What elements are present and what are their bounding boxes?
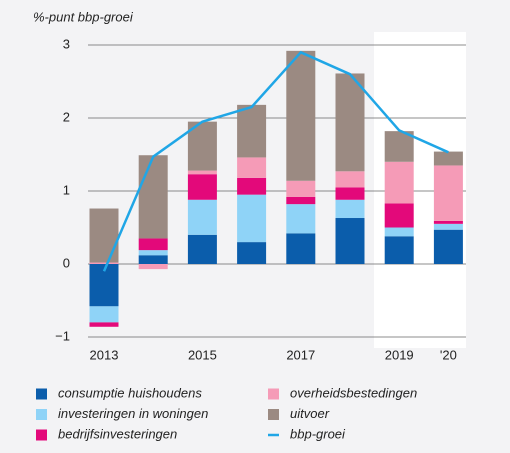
bar-segment <box>187 234 217 264</box>
bar-segment <box>286 204 316 234</box>
bar-segment <box>138 255 168 264</box>
bar-segment <box>89 322 119 327</box>
bar-segment <box>384 227 414 237</box>
bar-segment <box>286 180 316 197</box>
legend-swatch <box>36 388 47 400</box>
bar-segment <box>433 151 463 166</box>
legend-label: overheidsbestedingen <box>290 385 417 400</box>
legend-swatch <box>268 388 279 400</box>
legend-label: bbp-groei <box>290 426 346 441</box>
bar-segment <box>384 203 414 228</box>
bar-segment <box>335 73 365 172</box>
y-axis-label: %-punt bbp-groei <box>33 9 134 24</box>
y-tick-label: 1 <box>63 182 70 197</box>
legend-swatch <box>36 409 47 420</box>
bar-segment <box>335 171 365 188</box>
legend-swatch <box>36 429 47 441</box>
legend-swatch <box>268 409 279 420</box>
y-tick-label: 3 <box>63 36 70 51</box>
bar-segment <box>286 50 316 181</box>
bar-segment <box>237 157 267 178</box>
bar-segment <box>237 104 267 158</box>
bar-segment <box>138 264 168 270</box>
legend-label: consumptie huishoudens <box>58 385 202 400</box>
bar-segment <box>89 262 119 264</box>
bar-segment <box>433 220 463 224</box>
bar-segment <box>187 170 217 175</box>
x-tick-label: 2017 <box>286 347 315 362</box>
y-tick-label: −1 <box>55 328 70 343</box>
legend-label: bedrijfsinvesteringen <box>58 426 177 441</box>
bar-segment <box>286 233 316 264</box>
bar-segment <box>89 306 119 323</box>
y-tick-label: 2 <box>63 109 70 124</box>
y-tick-label: 0 <box>63 255 70 270</box>
bar-segment <box>286 196 316 205</box>
bar-segment <box>433 223 463 230</box>
x-tick-label: '20 <box>440 347 457 362</box>
bar-segment <box>138 238 168 251</box>
bar-segment <box>384 131 414 162</box>
bar-segment <box>384 161 414 204</box>
x-tick-label: 2015 <box>188 347 217 362</box>
bar-segment <box>138 155 168 239</box>
bar-segment <box>335 187 365 200</box>
legend-label: investeringen in woningen <box>58 406 208 421</box>
bar-segment <box>384 236 414 264</box>
bar-segment <box>433 165 463 221</box>
bar-segment <box>237 194 267 243</box>
legend-label: uitvoer <box>290 406 330 421</box>
bar-segment <box>237 242 267 264</box>
bar-segment <box>237 177 267 195</box>
bar-segment <box>187 199 217 235</box>
bar-segment <box>433 229 463 264</box>
x-tick-label: 2019 <box>385 347 414 362</box>
bar-segment <box>187 174 217 200</box>
bar-segment <box>89 208 119 263</box>
bar-segment <box>335 199 365 219</box>
bar-segment <box>335 218 365 264</box>
x-tick-label: 2013 <box>90 347 119 362</box>
line <box>102 51 449 272</box>
bar-segment <box>138 250 168 256</box>
